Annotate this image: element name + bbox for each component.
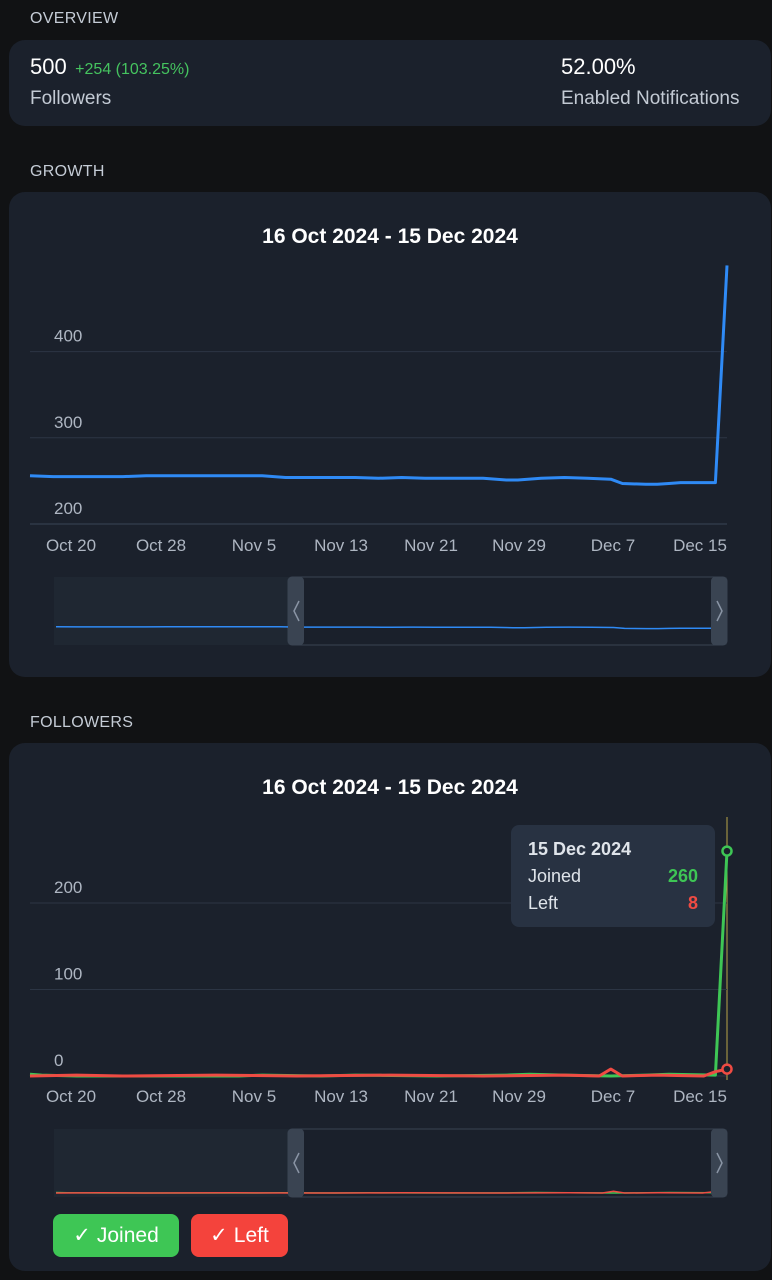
growth-x-tick-label: Nov 21: [404, 536, 458, 555]
followers-section-title: FOLLOWERS: [30, 714, 134, 731]
growth-x-tick-label: Oct 28: [136, 536, 186, 555]
followers-y-tick-label: 100: [54, 965, 82, 984]
legend-joined-label: Joined: [96, 1223, 159, 1247]
growth-x-tick-label: Nov 5: [232, 536, 276, 555]
growth-x-tick-label: Oct 20: [46, 536, 96, 555]
growth-range-navigator: [54, 576, 728, 646]
tooltip-joined-value: 260: [667, 866, 698, 886]
followers-x-tick-label: Nov 21: [404, 1087, 458, 1106]
followers-x-tick-label: Nov 29: [492, 1087, 546, 1106]
growth-y-tick-label: 300: [54, 413, 82, 432]
followers-delta: +254 (103.25%): [75, 61, 190, 78]
growth-x-tick-label: Nov 29: [492, 536, 546, 555]
growth-section-title: GROWTH: [30, 163, 105, 180]
tooltip-date: 15 Dec 2024: [528, 839, 632, 859]
followers-chart-title: 16 Oct 2024 - 15 Dec 2024: [262, 776, 518, 799]
growth-chart: 200 300 400 Oct 20 Oct 28 Nov 5 Nov 13 Nov 21 No…: [29, 265, 729, 646]
chevron-right-icon: [716, 1152, 723, 1174]
followers-x-tick-label: Oct 28: [136, 1087, 186, 1106]
chevron-right-icon: [716, 600, 723, 622]
growth-navigator-right-handle[interactable]: [711, 577, 727, 645]
followers-x-tick-label: Nov 13: [314, 1087, 368, 1106]
legend-joined-button[interactable]: ✓ Joined: [53, 1214, 179, 1257]
tooltip-row-left: Left 8: [528, 893, 698, 915]
tooltip-left-value: 8: [687, 893, 698, 913]
followers-x-tick-label: Dec 7: [591, 1087, 635, 1106]
notifications-value: 52.00%: [561, 54, 636, 79]
tooltip-left-label: Left: [528, 893, 559, 913]
chart-tooltip: 15 Dec 2024 Joined 260 Left 8: [511, 825, 715, 927]
growth-chart-card: 16 Oct 2024 - 15 Dec 2024 200 300 400 Oct 2…: [9, 192, 771, 677]
growth-navigator-left-handle[interactable]: [288, 577, 304, 645]
check-icon: ✓: [73, 1224, 91, 1247]
check-icon: ✓: [210, 1224, 228, 1247]
followers-stat: 500 +254 (103.25%) Followers: [30, 54, 189, 110]
growth-y-tick-label: 400: [54, 327, 82, 346]
chevron-left-icon: [293, 600, 300, 622]
growth-navigator-window: [287, 576, 728, 646]
tooltip-row-joined: Joined 260: [528, 866, 698, 888]
tooltip-joined-label: Joined: [528, 866, 582, 886]
overview-section-title: OVERVIEW: [30, 10, 119, 27]
followers-label: Followers: [30, 88, 112, 109]
legend-left-label: Left: [233, 1223, 269, 1247]
followers-x-tick-label: Dec 15: [673, 1087, 727, 1106]
notifications-stat: 52.00% Enabled Notifications: [561, 54, 740, 110]
followers-y-tick-label: 0: [54, 1051, 63, 1070]
followers-x-tick-label: Nov 5: [232, 1087, 276, 1106]
overview-card: 500 +254 (103.25%) Followers 52.00% Enab…: [9, 40, 771, 126]
growth-y-tick-label: 200: [54, 499, 82, 518]
growth-chart-title: 16 Oct 2024 - 15 Dec 2024: [262, 225, 518, 248]
followers-x-tick-label: Oct 20: [46, 1087, 96, 1106]
followers-chart: 0 100 200 Oct 20 Oct 28 Nov 5 Nov 13 Nov 21 Nov …: [29, 817, 733, 1198]
growth-x-tick-label: Nov 13: [314, 536, 368, 555]
followers-range-navigator: [54, 1128, 728, 1198]
followers-navigator-left-handle[interactable]: [288, 1129, 304, 1197]
followers-chart-card: 16 Oct 2024 - 15 Dec 2024 0 100 200 Oct 20 O…: [9, 743, 771, 1271]
followers-navigator-window: [287, 1128, 728, 1198]
followers-count: 500: [30, 54, 67, 79]
legend-left-button[interactable]: ✓ Left: [191, 1214, 288, 1257]
growth-navigator-series-0: [55, 580, 726, 630]
followers-navigator-series-1: [55, 1190, 726, 1194]
followers-series-line-1: [29, 1067, 728, 1078]
notifications-label: Enabled Notifications: [561, 88, 740, 109]
followers-navigator-right-handle[interactable]: [711, 1129, 727, 1197]
growth-x-tick-label: Dec 7: [591, 536, 635, 555]
chevron-left-icon: [293, 1152, 300, 1174]
followers-point-marker-0: [721, 845, 733, 857]
followers-y-tick-label: 200: [54, 878, 82, 897]
followers-point-marker-1: [721, 1063, 733, 1075]
growth-series-line-0: [29, 265, 729, 486]
growth-x-tick-label: Dec 15: [673, 536, 727, 555]
